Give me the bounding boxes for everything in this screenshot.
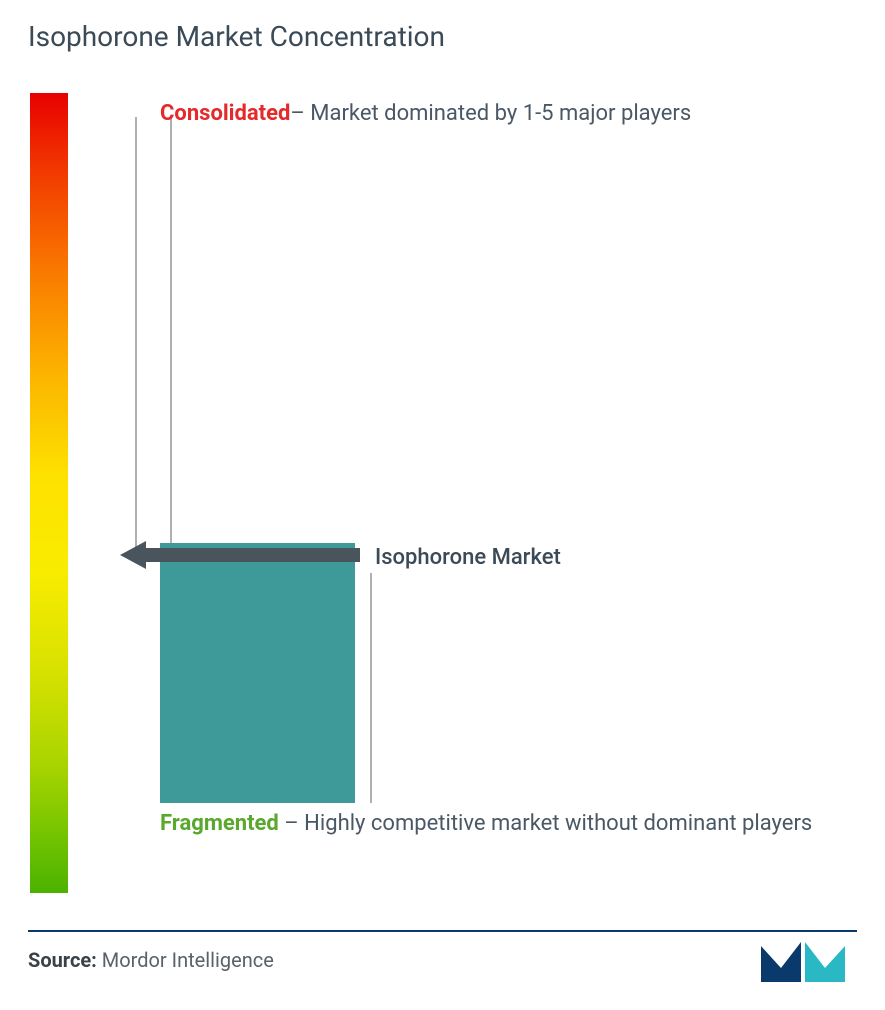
- footer-divider: [28, 930, 857, 932]
- concentration-chart: Consolidated– Market dominated by 1-5 ma…: [30, 93, 857, 893]
- connector-line: [135, 117, 137, 549]
- fragmented-keyword: Fragmented: [160, 811, 279, 836]
- fragmented-label: Fragmented – Highly competitive market w…: [160, 799, 827, 850]
- source-label: Source:: [28, 948, 97, 972]
- consolidated-desc: – Market dominated by 1-5 major players: [290, 101, 691, 126]
- connector-line: [370, 573, 372, 803]
- market-box-label: Isophorone Market: [375, 545, 561, 570]
- page-title: Isophorone Market Concentration: [28, 20, 857, 53]
- consolidated-keyword: Consolidated: [160, 101, 290, 126]
- market-box: [160, 543, 355, 803]
- fragmented-desc: – Highly competitive market without domi…: [279, 811, 812, 836]
- gradient-scale-bar: [30, 93, 68, 893]
- arrow-icon: [120, 541, 360, 569]
- source-value: Mordor Intelligence: [97, 948, 274, 972]
- connector-line: [170, 117, 172, 549]
- source-attribution: Source: Mordor Intelligence: [28, 948, 274, 972]
- consolidated-label: Consolidated– Market dominated by 1-5 ma…: [160, 89, 827, 140]
- mordor-logo-icon: [761, 932, 845, 982]
